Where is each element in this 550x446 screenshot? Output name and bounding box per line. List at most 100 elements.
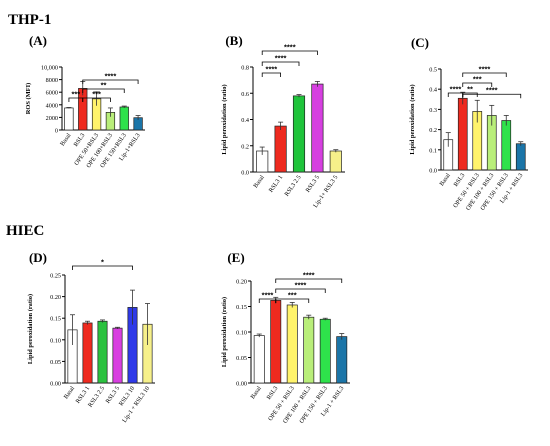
significance-bracket — [447, 92, 464, 97]
y-tick-label: 0.2 — [429, 127, 437, 134]
x-tick-label: RSL3 2.5 — [283, 174, 302, 197]
panel-e: (E) 0.00 0.05 0.10 0.15 0.20 Lipid peroxidatio… — [221, 250, 350, 425]
y-tick-label: 0.20 — [50, 294, 61, 301]
x-tick-label: Basal — [249, 385, 263, 401]
bar — [82, 322, 93, 384]
section-title-thp1: THP-1 — [8, 12, 51, 28]
bar — [336, 336, 348, 384]
bar — [253, 335, 265, 384]
y-axis-label: Lipid peroxidation (ratio) — [409, 84, 416, 154]
y-tick-label: 0.25 — [50, 273, 61, 280]
significance-bracket — [261, 61, 300, 66]
significance-bracket — [261, 72, 281, 77]
bar — [501, 120, 512, 171]
y-tick-label: 0.05 — [236, 355, 247, 362]
y-tick-label: 0.5 — [429, 67, 437, 74]
panel-label: (A) — [29, 33, 47, 48]
x-tick-label: Basal — [252, 174, 266, 190]
y-tick-label: 0 — [55, 128, 58, 135]
significance-label: * — [101, 258, 104, 267]
x-tick-label: RSL3 5 — [304, 174, 321, 194]
bar — [457, 97, 468, 171]
significance-bracket — [82, 88, 125, 93]
y-axis-label: Lipid peroxidation (ratio) — [221, 297, 228, 367]
y-tick-label: 8000 — [46, 77, 58, 84]
x-tick-label: RSL3 1 — [268, 174, 285, 194]
section-title-hiec: HIEC — [6, 223, 44, 239]
bar — [286, 304, 298, 384]
y-tick-label: 0.2 — [241, 143, 249, 150]
significance-bracket — [275, 278, 343, 283]
significance-label: **** — [450, 85, 462, 94]
y-axis-label: Lipid peroxidation (ratio) — [221, 84, 228, 154]
significance-label: *** — [92, 90, 101, 99]
charts-layer: (A) 0 2000 4000 6000 8000 10,000 ROS (MFI) Basal… — [25, 33, 528, 425]
significance-bracket — [82, 97, 111, 102]
y-tick-label: 0.00 — [236, 381, 247, 388]
bar — [270, 300, 282, 384]
y-tick-label: 0.0 — [241, 170, 249, 177]
y-axis-label: Lipid peroxidation (ratio) — [27, 294, 34, 364]
bar — [329, 150, 342, 173]
significance-label: **** — [295, 281, 307, 290]
y-tick-label: 0.15 — [50, 316, 61, 323]
significance-label: ** — [467, 85, 473, 94]
x-tick-label: Basal — [438, 172, 452, 188]
y-tick-label: 6000 — [46, 90, 58, 97]
panel-a: (A) 0 2000 4000 6000 8000 10,000 ROS (MFI) Basal… — [25, 33, 145, 169]
panel-d: (D) 0.00 0.05 0.10 0.15 0.20 0.25 Lipid peroxid… — [27, 250, 155, 424]
y-tick-label: 0.1 — [429, 147, 437, 154]
panel-c: (C) 0.0 0.1 0.2 0.3 0.4 0.5 Lipid peroxidation … — [409, 35, 528, 212]
y-tick-label: 10,000 — [41, 65, 58, 72]
y-tick-label: 2000 — [46, 115, 58, 122]
panel-label: (D) — [29, 250, 47, 265]
y-tick-label: 0.10 — [50, 337, 61, 344]
significance-bracket — [462, 93, 522, 99]
y-tick-label: 0.4 — [429, 87, 437, 94]
bar — [274, 125, 287, 173]
significance-bracket — [261, 50, 318, 55]
significance-label: **** — [266, 65, 278, 74]
significance-label: **** — [284, 43, 296, 52]
significance-bracket — [72, 265, 133, 270]
panel-label: (E) — [227, 250, 244, 265]
x-tick-label: Basal — [63, 385, 77, 401]
y-tick-label: 0.10 — [236, 330, 247, 337]
y-tick-label: 0.0 — [429, 168, 437, 175]
significance-label: ** — [101, 81, 107, 90]
significance-label: **** — [262, 291, 274, 300]
bar — [119, 106, 129, 131]
panel-b: (B) 0.0 0.2 0.4 0.6 0.8 Lipid peroxidation (ra… — [221, 33, 345, 209]
significance-bracket — [462, 92, 478, 97]
bar — [112, 327, 123, 384]
significance-label: **** — [275, 54, 287, 63]
bar — [311, 83, 324, 173]
x-tick-label: Basal — [59, 132, 73, 148]
y-tick-label: 0.05 — [50, 359, 61, 366]
significance-label: **** — [303, 271, 315, 280]
significance-label: *** — [473, 75, 482, 84]
significance-label: **** — [479, 65, 491, 74]
y-axis-label: ROS (MFI) — [25, 83, 32, 114]
significance-label: **** — [105, 72, 117, 81]
x-tick-label: RSL3 — [265, 385, 279, 401]
y-tick-label: 0.3 — [429, 107, 437, 114]
y-tick-label: 0.4 — [241, 117, 249, 124]
significance-bracket — [275, 298, 310, 303]
bar — [64, 107, 74, 131]
y-tick-label: 0.15 — [236, 304, 247, 311]
bar — [515, 143, 526, 171]
x-tick-label: RSL3 — [452, 172, 466, 188]
panel-label: (C) — [411, 35, 429, 50]
significance-label: *** — [288, 291, 297, 300]
y-tick-label: 4000 — [46, 102, 58, 109]
y-tick-label: 0.6 — [241, 91, 249, 98]
significance-bracket — [462, 72, 507, 77]
y-tick-label: 0.00 — [50, 381, 61, 388]
y-tick-label: 0.8 — [241, 65, 249, 72]
significance-bracket — [275, 288, 326, 293]
bar — [97, 320, 108, 384]
significance-label: **** — [486, 86, 498, 95]
significance-label: *** — [71, 90, 80, 99]
